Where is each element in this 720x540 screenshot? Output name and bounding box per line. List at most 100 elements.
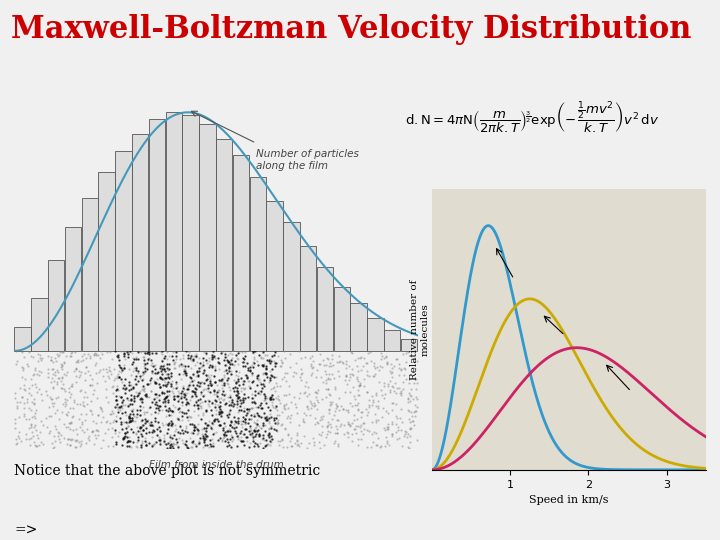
Point [199,437,210,446]
Point [28,369,40,378]
Point [183,354,194,363]
Point [233,347,245,356]
Point [163,373,174,382]
Point [168,384,179,393]
Point [24,423,35,432]
Point [186,420,197,429]
Point [186,356,197,364]
Point [238,395,249,404]
Point [351,401,363,409]
Point [239,424,251,433]
Point [331,416,343,424]
Point [118,360,130,369]
Point [229,420,240,429]
Point [405,438,416,447]
Point [266,372,278,380]
Point [138,355,150,364]
Point [189,387,201,396]
Point [239,361,251,370]
Point [42,352,54,361]
Point [147,398,158,407]
Point [265,384,276,393]
Point [179,392,190,401]
Point [174,429,186,437]
Point [84,381,96,389]
Point [173,392,184,401]
Text: Film from inside the drum: Film from inside the drum [148,460,284,470]
Point [220,399,231,408]
Point [207,420,219,428]
Point [235,374,247,382]
Point [240,394,251,402]
Point [118,349,130,358]
Point [181,428,193,436]
Point [127,349,138,357]
Point [262,431,274,440]
Point [44,427,55,435]
Point [290,359,302,367]
Point [236,395,248,404]
Point [213,386,225,394]
Point [117,435,129,443]
Point [123,416,135,425]
Point [148,440,160,449]
Point [225,369,236,378]
Point [22,395,33,403]
Point [130,363,142,372]
Point [282,404,293,413]
Point [246,394,258,402]
Text: =>: => [14,524,37,538]
Point [145,410,157,418]
Point [228,399,240,408]
Point [200,407,212,416]
Point [64,441,76,449]
Point [342,418,354,427]
Point [269,387,281,396]
Point [241,359,253,367]
Point [210,406,221,414]
Point [207,442,219,450]
Point [271,403,282,411]
Point [158,364,169,373]
Point [240,433,252,441]
Point [369,364,380,373]
Point [309,420,320,429]
Point [125,395,137,404]
Point [326,397,338,406]
Point [163,440,175,449]
Point [206,360,217,369]
Point [171,382,183,391]
Point [184,420,196,428]
Point [168,403,180,411]
Point [371,363,382,372]
Point [402,398,413,407]
Point [30,364,41,373]
Point [108,415,120,424]
Point [395,404,407,413]
Point [251,357,263,366]
Point [58,379,69,388]
Point [127,384,139,393]
Point [199,418,211,427]
Point [197,361,209,369]
Point [21,435,32,443]
Point [232,353,243,362]
Point [133,389,145,397]
Point [162,425,174,434]
Point [150,404,162,413]
Point [266,364,278,373]
Bar [401,339,418,351]
Point [243,442,255,451]
Point [387,399,398,407]
Point [66,419,77,428]
Point [181,397,193,406]
Point [34,428,45,436]
Point [408,395,419,403]
Point [269,351,280,360]
Point [20,429,32,438]
Point [106,383,117,391]
Point [187,438,199,447]
Point [216,347,228,356]
Point [246,390,257,399]
Point [143,439,155,448]
